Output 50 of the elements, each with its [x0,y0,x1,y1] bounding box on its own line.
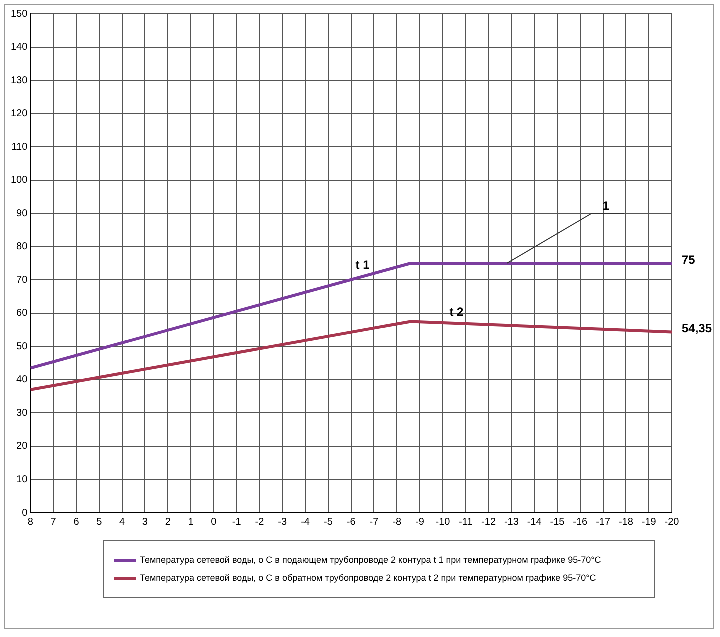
x-tick-label: -14 [527,516,542,528]
x-tick-label: -3 [278,516,288,528]
y-tick-label: 80 [16,242,28,253]
y-tick-label: 20 [16,441,28,452]
x-tick-label: -2 [255,516,265,528]
x-tick-label: -16 [573,516,588,528]
x-tick-label: -19 [642,516,657,528]
x-tick-label: 3 [142,516,148,528]
y-tick-label: 10 [16,474,28,486]
y-tick-label: 50 [16,341,28,352]
x-tick-label: -4 [301,516,310,528]
x-tick-label: -1 [232,516,242,528]
legend-label: Температура сетевой воды, о С в обратном трубопроводе 2 контура t 2 при температурном графике 95-70°С [140,573,596,583]
x-tick-label: -12 [482,516,496,528]
x-tick-label: 5 [96,516,103,528]
x-tick-label: 4 [120,516,126,528]
x-tick-label: -7 [370,516,380,528]
x-tick-label: 8 [28,516,34,528]
x-tick-label: -20 [664,516,680,528]
x-tick-label: -6 [346,516,356,528]
x-tick-label: 0 [211,516,218,528]
y-tick-label: 60 [16,308,28,320]
x-tick-label: 7 [50,516,57,528]
y-tick-label: 40 [16,374,28,386]
data-label: 54,35 [682,322,712,336]
y-tick-label: 150 [10,8,28,20]
x-tick-label: -8 [392,516,402,528]
y-tick-label: 120 [10,108,28,120]
x-tick-label: 1 [188,516,194,528]
annotation: t 1 [356,258,370,272]
data-label: 75 [682,252,696,267]
x-tick-label: -15 [550,516,566,528]
y-tick-label: 140 [10,42,28,54]
x-tick-label: -18 [618,516,634,528]
x-tick-label: -11 [459,516,474,528]
x-tick-label: 6 [74,516,80,528]
y-tick-label: 110 [12,142,28,153]
y-tick-label: 130 [10,75,28,86]
x-tick-label: -10 [436,516,451,528]
x-tick-label: -17 [596,516,611,528]
y-tick-label: 30 [16,408,28,419]
y-tick-label: 90 [16,208,28,220]
y-tick-label: 70 [16,274,28,286]
x-tick-label: -9 [416,516,425,528]
y-tick-label: 100 [10,175,28,186]
x-tick-label: -13 [504,516,520,528]
legend-label: Температура сетевой воды, о С в подающем трубопроводе 2 контура t 1 при температурном графике 95-70°С [140,555,602,565]
x-tick-label: 2 [165,516,172,528]
y-tick-label: 0 [22,508,28,519]
x-tick-label: -5 [324,516,334,528]
